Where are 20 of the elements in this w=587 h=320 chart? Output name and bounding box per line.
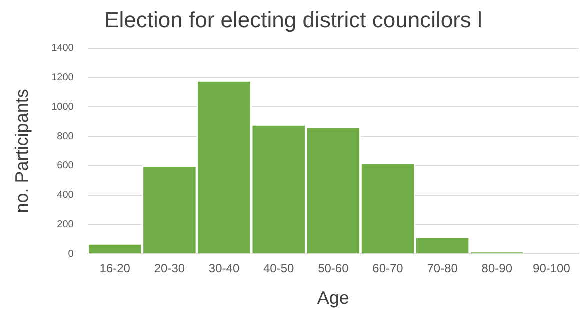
y-tick-label: 200 — [57, 219, 74, 230]
x-axis-title: Age — [317, 288, 350, 308]
y-tick-label: 400 — [57, 190, 74, 202]
y-tick-label: 800 — [57, 131, 74, 142]
y-tick-label: 600 — [57, 160, 74, 172]
x-tick-label: 20-30 — [154, 262, 186, 276]
y-axis-title: no. Participants — [12, 89, 32, 214]
x-tick-label: 16-20 — [100, 262, 131, 276]
x-tick-label: 70-80 — [427, 262, 458, 276]
x-tick-label: 80-90 — [482, 262, 513, 276]
y-tick-label: 1200 — [52, 72, 74, 84]
y-tick-label: 1000 — [52, 102, 74, 113]
chart-title: Election for electing district councilors l — [104, 7, 482, 32]
y-tick-label: 0 — [68, 248, 74, 260]
x-tick-label: 30-40 — [208, 262, 240, 276]
x-tick-label: 50-60 — [318, 262, 350, 276]
x-tick-label: 60-70 — [372, 262, 404, 276]
x-tick-label: 90-100 — [533, 262, 571, 276]
y-tick-label: 1400 — [52, 43, 74, 54]
x-tick-label: 40-50 — [264, 262, 295, 276]
